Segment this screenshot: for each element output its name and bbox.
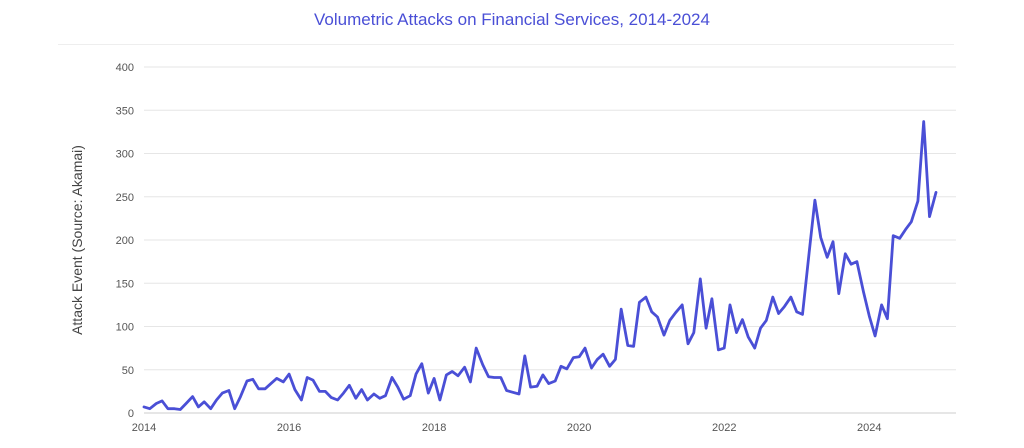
x-tick-label: 2024 [857, 422, 881, 434]
y-tick-label: 250 [116, 192, 134, 204]
chart-title: Volumetric Attacks on Financial Services… [314, 10, 710, 29]
y-tick-label: 100 [116, 322, 134, 334]
y-tick-label: 200 [116, 235, 134, 247]
title-divider [58, 44, 954, 45]
y-tick-label: 50 [122, 365, 134, 377]
x-tick-label: 2016 [277, 422, 301, 434]
y-tick-labels: 0 50 100 150 200 250 300 350 400 [116, 62, 134, 420]
x-tick-label: 2020 [567, 422, 591, 434]
y-tick-label: 350 [116, 105, 134, 117]
x-tick-labels: 2014 2016 2018 2020 2022 2024 [132, 422, 882, 434]
x-tick-label: 2014 [132, 422, 156, 434]
x-tick-label: 2022 [712, 422, 736, 434]
x-tick-label: 2018 [422, 422, 446, 434]
y-axis-label: Attack Event (Source: Akamai) [69, 145, 85, 335]
y-tick-label: 400 [116, 62, 134, 74]
y-tick-label: 150 [116, 278, 134, 290]
y-tick-label: 300 [116, 149, 134, 161]
series-line-0 [142, 120, 938, 411]
series-lines [142, 120, 938, 411]
y-tick-label: 0 [128, 408, 134, 420]
gridlines [144, 66, 956, 414]
